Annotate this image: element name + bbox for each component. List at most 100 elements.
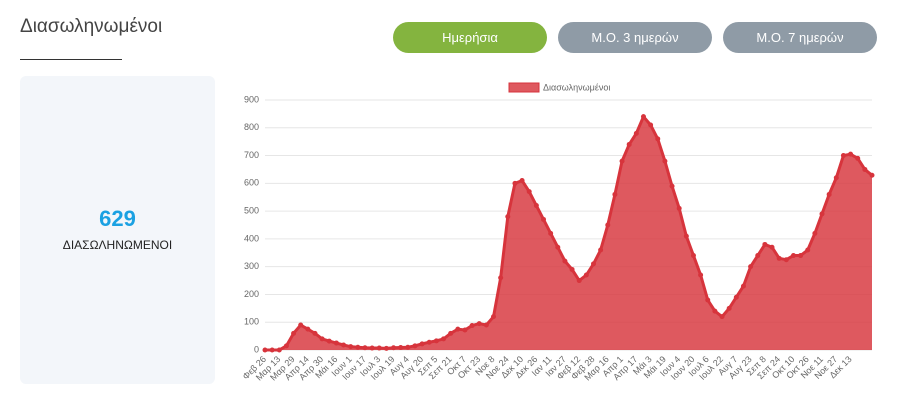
- data-point: [398, 345, 404, 350]
- data-point: [541, 216, 547, 222]
- data-point: [355, 344, 361, 350]
- data-point: [519, 178, 525, 184]
- data-point: [662, 158, 668, 164]
- data-point: [469, 323, 475, 329]
- data-point: [426, 339, 432, 345]
- data-point: [805, 247, 811, 253]
- data-point: [498, 275, 504, 281]
- data-point: [526, 189, 532, 195]
- data-point: [491, 314, 497, 320]
- data-point: [655, 136, 661, 142]
- data-point: [405, 344, 411, 350]
- data-point: [755, 253, 761, 259]
- data-point: [819, 211, 825, 217]
- data-point: [840, 153, 846, 159]
- data-point: [348, 344, 354, 350]
- data-point: [341, 342, 347, 348]
- data-point: [583, 272, 589, 278]
- data-point: [512, 180, 518, 186]
- data-point: [298, 322, 304, 328]
- data-point: [369, 345, 375, 351]
- data-point: [419, 341, 425, 347]
- title-underline: [20, 59, 122, 60]
- filter-button[interactable]: Μ.Ο. 7 ημερών: [723, 22, 877, 53]
- data-point: [726, 305, 732, 311]
- y-tick-label: 100: [244, 317, 259, 327]
- data-point: [362, 345, 368, 351]
- data-point: [683, 233, 689, 239]
- data-point: [640, 114, 646, 120]
- area-fill: [265, 116, 872, 351]
- data-point: [383, 345, 389, 351]
- data-point: [533, 203, 539, 209]
- data-point: [798, 253, 804, 259]
- data-point: [790, 253, 796, 259]
- data-point: [483, 322, 489, 328]
- data-point: [462, 327, 468, 333]
- data-point: [733, 294, 739, 300]
- filter-button[interactable]: Ημερήσια: [393, 22, 547, 53]
- data-point: [333, 340, 339, 346]
- data-point: [748, 264, 754, 270]
- data-point: [283, 343, 289, 349]
- data-point: [376, 345, 382, 351]
- data-point: [855, 155, 861, 161]
- data-point: [605, 222, 611, 228]
- y-tick-label: 500: [244, 205, 259, 215]
- data-point: [262, 347, 268, 353]
- data-point: [319, 336, 325, 342]
- data-point: [762, 241, 768, 247]
- legend-label: Διασωληνωμένοι: [543, 82, 610, 92]
- data-point: [276, 347, 282, 353]
- data-point: [590, 261, 596, 267]
- data-point: [633, 130, 639, 136]
- data-point: [312, 330, 318, 336]
- y-tick-label: 200: [244, 289, 259, 299]
- data-point: [548, 230, 554, 236]
- data-point: [833, 175, 839, 181]
- data-point: [455, 326, 461, 332]
- y-tick-label: 300: [244, 261, 259, 271]
- data-point: [448, 330, 454, 336]
- data-point: [619, 158, 625, 164]
- data-point: [869, 172, 875, 178]
- data-point: [705, 297, 711, 303]
- data-point: [291, 330, 297, 336]
- summary-card: 629 ΔΙΑΣΩΛΗΝΩΜΕΝΟΙ: [20, 76, 215, 384]
- data-point: [712, 308, 718, 314]
- y-tick-label: 400: [244, 233, 259, 243]
- data-point: [719, 314, 725, 320]
- data-point: [776, 255, 782, 261]
- filter-button[interactable]: Μ.Ο. 3 ημερών: [558, 22, 712, 53]
- data-point: [612, 191, 618, 197]
- data-point: [690, 253, 696, 259]
- data-point: [862, 166, 868, 172]
- data-point: [505, 214, 511, 220]
- data-point: [848, 151, 854, 157]
- data-point: [698, 272, 704, 278]
- page-title: Διασωληνωμένοι: [20, 16, 163, 37]
- data-point: [676, 205, 682, 211]
- data-point: [569, 266, 575, 272]
- data-point: [555, 244, 561, 250]
- y-tick-label: 0: [254, 344, 259, 354]
- data-point: [783, 257, 789, 263]
- summary-label: ΔΙΑΣΩΛΗΝΩΜΕΝΟΙ: [62, 238, 173, 252]
- data-point: [576, 278, 582, 284]
- data-point: [441, 336, 447, 342]
- data-point: [769, 244, 775, 250]
- data-point: [433, 338, 439, 344]
- data-point: [412, 343, 418, 349]
- data-point: [648, 122, 654, 128]
- data-point: [269, 347, 275, 353]
- data-point: [562, 258, 568, 264]
- y-tick-label: 900: [244, 94, 259, 104]
- data-point: [305, 326, 311, 332]
- data-point: [476, 321, 482, 327]
- legend-swatch: [508, 82, 540, 93]
- data-point: [669, 183, 675, 189]
- data-point: [326, 338, 332, 344]
- y-tick-label: 800: [244, 122, 259, 132]
